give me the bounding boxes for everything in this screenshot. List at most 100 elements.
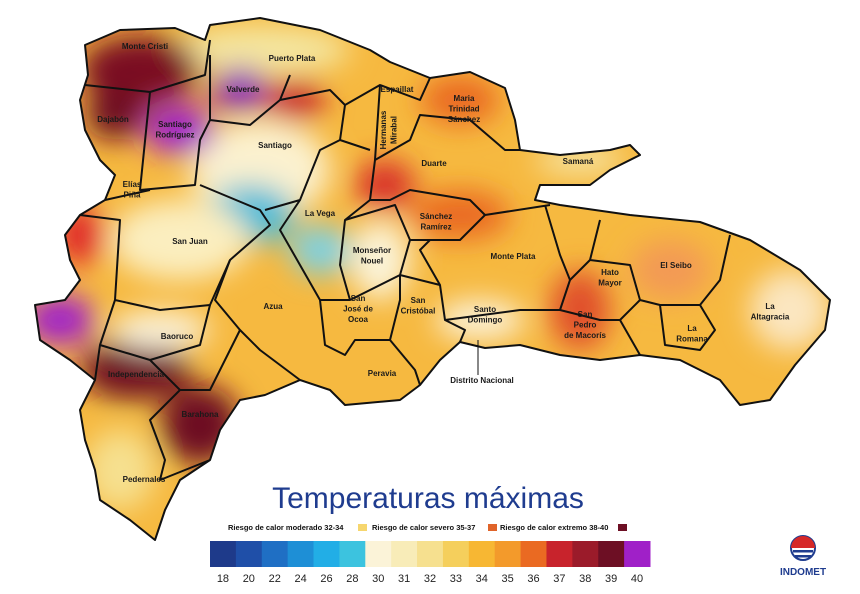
province-name: Baoruco [161,332,194,341]
province-name: Distrito Nacional [450,376,514,385]
scale-label: 22 [269,573,281,585]
scale-swatch [546,541,573,567]
province-name: José de [343,305,373,314]
province-label: Monte Plata [491,252,536,261]
scale-label: 30 [372,573,384,585]
scale-swatch [210,541,237,567]
scale-label: 36 [527,573,539,585]
province-name: Azua [263,302,283,311]
province-label: Puerto Plata [269,54,316,63]
blob [145,105,215,155]
province-name: San [411,296,426,305]
province-name: Maria [454,94,475,103]
province-name: San [578,310,593,319]
province-label: Distrito Nacional [450,376,514,385]
scale-label: 40 [631,573,643,585]
province-label: Independencia [108,370,165,379]
province-label: Monte Cristi [122,42,168,51]
province-name: Santiago [258,141,292,150]
blob [85,90,145,140]
blob [170,25,350,75]
heat-blobs [35,25,830,510]
risk-label: Riesgo de calor extremo 38-40 [500,523,608,532]
blob [110,310,210,350]
province-name: Sánchez [448,115,480,124]
province-label: Santo Domingo [468,305,503,325]
province-name: Monseñor [353,246,391,255]
province-name: El Seibo [660,261,692,270]
scale-label: 18 [217,573,229,585]
color-scale: 18 20 22 24 26 28 30 31 32 33 34 35 36 37 38 39 40 [210,541,651,585]
province-name: Elías [123,180,142,189]
scale-swatch [365,541,392,567]
province-label: San Juan [172,237,208,246]
province-name: Santiago [158,120,192,129]
blob [630,240,710,300]
province-name: Hermanas [379,110,388,149]
blob [212,68,268,112]
province-name: Trinidad [448,105,479,114]
province-name: Dajabón [97,115,129,124]
province-name: Hato [601,268,619,277]
scale-label: 24 [294,573,306,585]
scale-swatch [572,541,599,567]
province-name: Barahona [182,410,219,419]
scale-label: 37 [553,573,565,585]
province-label: Monseñor Nouel [353,246,391,266]
province-name: Ocoa [348,315,369,324]
blob [85,430,155,510]
province-name: Independencia [108,370,165,379]
map-title: Temperaturas máximas [272,482,584,515]
province-label: Hermanas Mirabal [379,110,399,149]
province-label: Peravia [368,369,397,378]
logo: INDOMET [780,535,826,578]
blob [350,220,410,300]
blob [410,190,510,240]
blob [110,200,250,280]
province-name: Sánchez [420,212,452,221]
scale-swatch [339,541,366,567]
province-label: Duarte [421,159,447,168]
province-name: Ramírez [420,223,451,232]
province-name: Domingo [468,316,503,325]
scale-swatch [417,541,444,567]
province-name: Monte Plata [491,252,536,261]
province-label: El Seibo [660,261,692,270]
scale-swatch [520,541,547,567]
province-name: Monte Cristi [122,42,168,51]
country-outline [34,17,831,541]
scale-label: 31 [398,573,410,585]
risk-label: Riesgo de calor severo 35-37 [372,523,475,532]
scale-label: 28 [346,573,358,585]
province-label: San Cristóbal [401,296,436,316]
province-label: Santiago [258,141,292,150]
risk-legend: Riesgo de calor moderado 32-34 Riesgo de … [228,523,627,532]
scale-swatch [235,541,263,567]
scale-label: 34 [476,573,488,585]
scale-swatch [313,541,340,567]
province-name: de Macorís [564,331,606,340]
province-name: Samaná [563,157,594,166]
province-label: Hato Mayor [598,268,622,288]
province-name: Peravia [368,369,397,378]
logo-top [791,536,815,548]
province-border [94,299,241,481]
scale-label: 35 [502,573,514,585]
province-border [264,77,551,216]
province-name: San [351,294,366,303]
scale-label: 39 [605,573,617,585]
logo-bar [793,550,813,553]
risk-swatch [488,524,497,531]
scale-swatch [624,541,651,567]
blob [290,225,350,275]
province-name: San Juan [172,237,208,246]
province-label: Azua [263,302,283,311]
scale-swatch [468,541,496,567]
province-label: La Vega [305,209,336,218]
province-name: La Vega [305,209,336,218]
province-label: Sánchez Ramírez [420,212,452,232]
blob [420,75,500,125]
